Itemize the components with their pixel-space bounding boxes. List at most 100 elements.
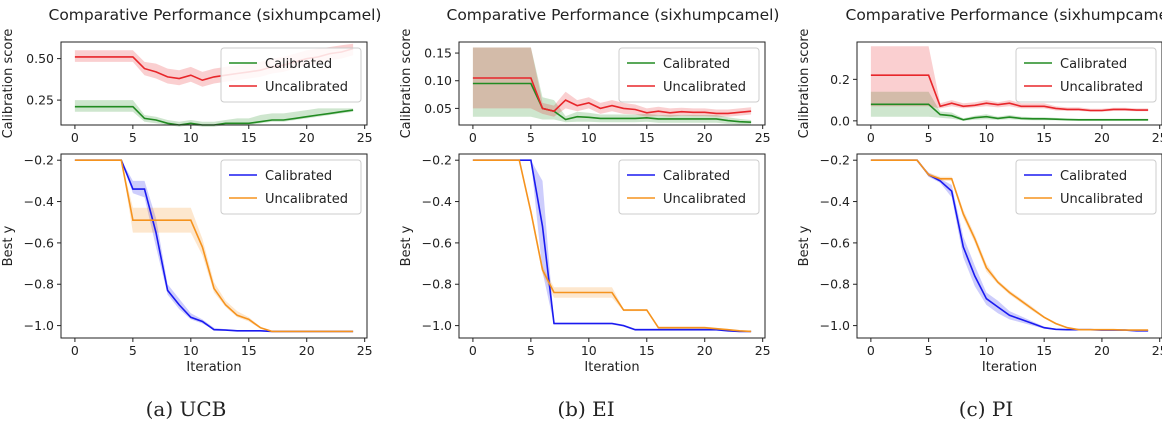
- series-line: [870, 159, 1149, 331]
- legend-box: [618, 47, 760, 103]
- x-tick-label: 25: [1152, 343, 1162, 358]
- axes-frame: [458, 41, 766, 126]
- series-line: [472, 82, 752, 123]
- x-tick-label: 25: [357, 130, 373, 145]
- x-tick-label: 20: [697, 130, 713, 145]
- y-tick-label: −1.0: [24, 318, 54, 333]
- legend-label: Uncalibrated: [663, 192, 746, 207]
- series-line: [870, 103, 1149, 121]
- axes-frame: [60, 41, 368, 126]
- x-tick-label: 0: [71, 343, 79, 358]
- subfigure-caption: (c) PI: [959, 397, 1014, 421]
- x-tick-label: 25: [755, 130, 771, 145]
- subplot-title: Comparative Performance (sixhumpcamel): [49, 6, 382, 24]
- y-tick-label: −0.8: [820, 277, 850, 292]
- subplot: 0 5 10 15 20 25 −1.0 −0.8 −0.6 −0.4 −0.2 Best y Iter…: [399, 153, 771, 375]
- x-tick-label: 10: [183, 343, 199, 358]
- x-axis-label: Iteration: [982, 360, 1037, 375]
- y-axis-label: Best y: [399, 225, 414, 266]
- legend-box: [1015, 159, 1157, 215]
- y-tick-label: −0.8: [422, 277, 452, 292]
- x-tick-label: 0: [867, 343, 875, 358]
- series-band: [472, 160, 752, 332]
- y-tick-label: −0.6: [820, 235, 850, 250]
- series-line: [870, 74, 1149, 112]
- legend-box: [220, 47, 362, 103]
- y-tick-label: −0.2: [24, 153, 54, 168]
- axes-frame: [60, 153, 368, 339]
- legend-label: Calibrated: [265, 57, 332, 72]
- x-tick-label: 0: [867, 130, 875, 145]
- y-tick-label: −0.4: [422, 194, 452, 209]
- x-tick-label: 25: [357, 343, 373, 358]
- x-tick-label: 20: [697, 343, 713, 358]
- legend-box: [618, 159, 760, 215]
- y-tick-label: −0.4: [820, 194, 850, 209]
- legend-label: Uncalibrated: [663, 80, 746, 95]
- legend-label: Calibrated: [1060, 57, 1127, 72]
- y-tick-label: −0.6: [422, 235, 452, 250]
- series-band: [472, 160, 752, 332]
- x-tick-label: 0: [469, 130, 477, 145]
- y-tick-label: −0.2: [422, 153, 452, 168]
- x-tick-label: 0: [71, 130, 79, 145]
- legend-label: Uncalibrated: [265, 80, 348, 95]
- legend-box: [1015, 47, 1157, 103]
- x-tick-label: 15: [241, 343, 257, 358]
- legend-label: Calibrated: [265, 169, 332, 184]
- x-tick-label: 20: [299, 130, 315, 145]
- y-tick-label: −0.2: [820, 153, 850, 168]
- series-band: [870, 46, 1149, 112]
- legend-label: Calibrated: [663, 57, 730, 72]
- x-tick-label: 5: [925, 130, 933, 145]
- series-line: [472, 77, 752, 115]
- x-tick-label: 20: [1094, 343, 1110, 358]
- subplot: 0 5 10 15 20 25 0.0 0.2 Calibration score Calibra…: [797, 29, 1162, 145]
- x-tick-label: 10: [581, 130, 597, 145]
- x-axis-label: Iteration: [186, 360, 241, 375]
- x-tick-label: 5: [527, 130, 535, 145]
- subplot: 0 5 10 15 20 25 0.25 0.50 Calibration score Calib…: [1, 29, 373, 145]
- x-tick-label: 15: [639, 343, 655, 358]
- x-tick-label: 10: [183, 130, 199, 145]
- x-tick-label: 0: [469, 343, 477, 358]
- legend-label: Uncalibrated: [1060, 192, 1143, 207]
- y-axis-label: Calibration score: [1, 29, 16, 139]
- axes-frame: [458, 153, 766, 339]
- y-tick-label: −1.0: [422, 318, 452, 333]
- y-tick-label: 0.0: [830, 113, 850, 128]
- y-axis-label: Calibration score: [399, 29, 414, 139]
- y-tick-label: 0.2: [830, 72, 850, 87]
- x-tick-label: 5: [925, 343, 933, 358]
- x-tick-label: 25: [1152, 130, 1162, 145]
- series-band: [74, 100, 354, 127]
- legend-label: Uncalibrated: [265, 192, 348, 207]
- y-tick-label: −1.0: [820, 318, 850, 333]
- x-tick-label: 10: [978, 130, 994, 145]
- subplot-title: Comparative Performance (sixhumpcamel): [447, 6, 780, 24]
- series-line: [472, 159, 752, 333]
- axes-frame: [856, 153, 1162, 339]
- x-tick-label: 25: [755, 343, 771, 358]
- legend-box: [220, 159, 362, 215]
- y-tick-label: 0.50: [26, 51, 54, 66]
- legend-label: Calibrated: [1060, 169, 1127, 184]
- y-tick-label: 0.15: [424, 46, 452, 61]
- subplot: 0 5 10 15 20 25 −1.0 −0.8 −0.6 −0.4 −0.2 Best y Iter…: [797, 153, 1162, 375]
- y-tick-label: 0.10: [424, 73, 452, 88]
- series-band: [472, 47, 752, 125]
- legend-label: Uncalibrated: [1060, 80, 1143, 95]
- x-tick-label: 5: [129, 130, 137, 145]
- subplot: 0 5 10 15 20 25 −1.0 −0.8 −0.6 −0.4 −0.2 Best y Iter…: [1, 153, 373, 375]
- x-tick-label: 5: [129, 343, 137, 358]
- x-tick-label: 15: [241, 130, 257, 145]
- x-tick-label: 15: [639, 130, 655, 145]
- y-tick-label: 0.25: [26, 93, 54, 108]
- y-tick-label: −0.8: [24, 277, 54, 292]
- x-tick-label: 20: [299, 343, 315, 358]
- series-band: [472, 47, 752, 117]
- y-tick-label: −0.6: [24, 235, 54, 250]
- axes-frame: [856, 41, 1162, 126]
